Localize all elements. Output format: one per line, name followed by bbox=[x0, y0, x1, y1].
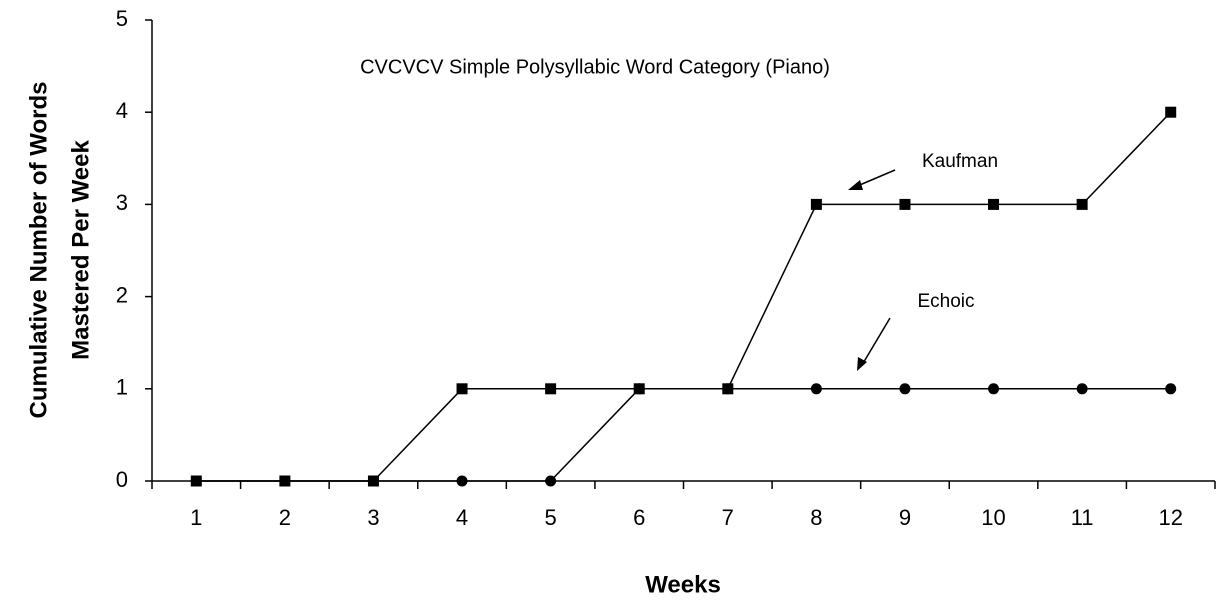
annotation: Echoic bbox=[917, 291, 974, 312]
x-tick-label: 6 bbox=[633, 505, 645, 530]
x-tick-label: 11 bbox=[1071, 505, 1094, 530]
annotation-arrow bbox=[861, 317, 891, 366]
x-tick-label: 3 bbox=[367, 505, 379, 530]
marker bbox=[456, 383, 468, 395]
marker bbox=[1165, 106, 1177, 118]
marker bbox=[633, 383, 645, 395]
marker bbox=[988, 383, 1000, 395]
x-tick-label: 9 bbox=[899, 505, 911, 530]
x-tick-label: 12 bbox=[1158, 505, 1182, 530]
y-axis-title-line: Mastered Per Week bbox=[67, 140, 94, 360]
x-tick-label: 5 bbox=[545, 505, 557, 530]
marker bbox=[279, 475, 291, 487]
marker bbox=[810, 383, 822, 395]
x-tick-label: 2 bbox=[279, 505, 291, 530]
x-axis-title: Weeks bbox=[645, 571, 721, 598]
marker bbox=[545, 383, 557, 395]
marker bbox=[545, 475, 557, 487]
x-tick-label: 1 bbox=[190, 505, 202, 530]
annotation-arrow bbox=[854, 169, 896, 188]
y-axis-title: Cumulative Number of Words Mastered Per … bbox=[25, 82, 94, 419]
marker bbox=[1076, 383, 1088, 395]
y-tick-label: 4 bbox=[116, 98, 128, 123]
y-tick-label: 3 bbox=[116, 190, 128, 215]
series-line bbox=[196, 388, 1171, 482]
annotation: Kaufman bbox=[922, 151, 998, 172]
y-axis-title-line: Cumulative Number of Words bbox=[25, 82, 52, 419]
arrowhead bbox=[857, 357, 867, 371]
chart-title: CVCVCV Simple Polysyllabic Word Category… bbox=[360, 56, 830, 78]
marker bbox=[899, 383, 911, 395]
marker bbox=[810, 198, 822, 210]
y-tick-label: 2 bbox=[116, 282, 128, 307]
x-tick-label: 7 bbox=[722, 505, 734, 530]
y-tick-label: 0 bbox=[116, 467, 128, 492]
marker bbox=[1165, 383, 1177, 395]
x-tick-label: 4 bbox=[456, 505, 468, 530]
y-tick-label: 1 bbox=[116, 375, 128, 400]
marker bbox=[899, 198, 911, 210]
marker bbox=[1076, 198, 1088, 210]
marker bbox=[190, 475, 202, 487]
marker bbox=[722, 383, 734, 395]
marker bbox=[456, 475, 468, 487]
marker bbox=[988, 198, 1000, 210]
y-tick-label: 5 bbox=[116, 6, 128, 31]
arrowhead bbox=[848, 180, 863, 190]
x-tick-label: 10 bbox=[981, 505, 1005, 530]
marker bbox=[367, 475, 379, 487]
series-line bbox=[196, 111, 1172, 482]
x-tick-label: 8 bbox=[810, 505, 822, 530]
